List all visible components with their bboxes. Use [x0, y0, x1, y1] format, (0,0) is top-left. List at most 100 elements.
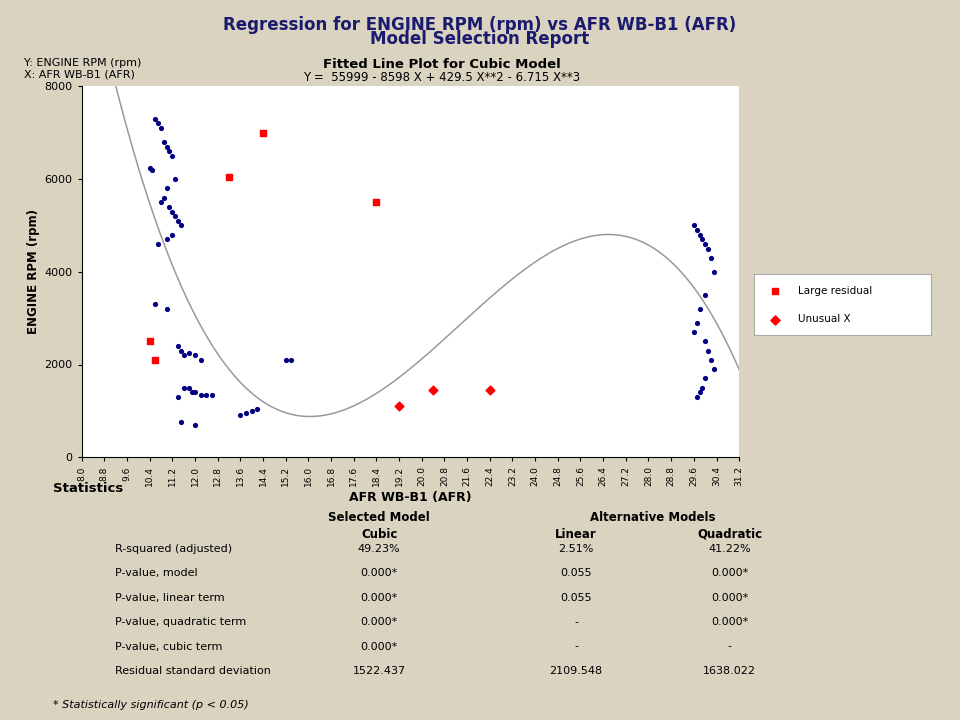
Text: Quadratic: Quadratic: [697, 528, 762, 541]
Point: [706, 364, 721, 375]
Point: [164, 150, 180, 162]
Text: Fitted Line Plot for Cubic Model: Fitted Line Plot for Cubic Model: [323, 58, 561, 71]
Text: 1638.022: 1638.022: [703, 666, 756, 676]
Point: [145, 164, 160, 176]
Point: [181, 347, 197, 359]
Point: [170, 391, 185, 402]
Point: [159, 183, 175, 194]
Point: [255, 127, 271, 138]
Point: [187, 349, 203, 361]
Point: [689, 317, 705, 328]
Point: [692, 303, 708, 315]
Text: 2.51%: 2.51%: [559, 544, 593, 554]
Point: [154, 122, 169, 134]
Point: [151, 238, 166, 250]
Text: Statistics: Statistics: [53, 482, 123, 495]
Point: [222, 171, 237, 183]
Text: -: -: [574, 642, 578, 652]
Text: 0.000*: 0.000*: [711, 593, 748, 603]
Point: [167, 174, 182, 185]
Text: Residual standard deviation: Residual standard deviation: [115, 666, 271, 676]
Point: [698, 289, 713, 301]
Text: Model Selection Report: Model Selection Report: [371, 30, 589, 48]
Text: Regression for ENGINE RPM (rpm) vs AFR WB-B1 (AFR): Regression for ENGINE RPM (rpm) vs AFR W…: [224, 16, 736, 34]
Text: 0.000*: 0.000*: [711, 568, 748, 578]
Point: [167, 210, 182, 222]
Text: 0.055: 0.055: [561, 568, 591, 578]
Point: [164, 206, 180, 217]
Point: [148, 113, 163, 125]
Point: [193, 354, 208, 366]
Text: 0.000*: 0.000*: [361, 568, 397, 578]
Point: [278, 354, 294, 366]
Point: [283, 354, 299, 366]
Point: [232, 410, 248, 421]
Text: Alternative Models: Alternative Models: [590, 511, 715, 524]
Point: [151, 117, 166, 130]
Point: [425, 384, 441, 396]
Point: [142, 162, 157, 174]
Point: [698, 336, 713, 347]
Point: [170, 215, 185, 227]
Point: [176, 382, 191, 393]
Point: [176, 349, 191, 361]
Point: [706, 266, 721, 277]
Text: -: -: [728, 642, 732, 652]
Text: Cubic: Cubic: [361, 528, 397, 541]
Point: [156, 192, 172, 203]
Point: [703, 252, 718, 264]
Point: [184, 387, 200, 398]
Point: [204, 389, 220, 400]
Text: -: -: [574, 617, 578, 627]
Text: 41.22%: 41.22%: [708, 544, 751, 554]
Text: P-value, cubic term: P-value, cubic term: [115, 642, 223, 652]
Point: [250, 402, 265, 414]
Point: [692, 229, 708, 240]
Point: [187, 419, 203, 431]
Point: [159, 233, 175, 245]
Point: [701, 345, 716, 356]
Text: Y: ENGINE RPM (rpm): Y: ENGINE RPM (rpm): [24, 58, 141, 68]
Point: [173, 345, 188, 356]
Text: 1522.437: 1522.437: [352, 666, 406, 676]
Text: * Statistically significant (p < 0.05): * Statistically significant (p < 0.05): [53, 700, 249, 710]
Point: [162, 145, 178, 157]
Point: [159, 141, 175, 153]
Point: [692, 387, 708, 398]
Text: Selected Model: Selected Model: [328, 511, 430, 524]
Point: [701, 243, 716, 254]
Text: R-squared (adjusted): R-squared (adjusted): [115, 544, 232, 554]
Point: [164, 229, 180, 240]
Text: 2109.548: 2109.548: [549, 666, 603, 676]
Text: 0.000*: 0.000*: [711, 617, 748, 627]
Text: 0.055: 0.055: [561, 593, 591, 603]
Text: Unusual X: Unusual X: [798, 315, 851, 325]
X-axis label: AFR WB-B1 (AFR): AFR WB-B1 (AFR): [349, 490, 471, 503]
Text: 49.23%: 49.23%: [358, 544, 400, 554]
Point: [482, 384, 497, 396]
Point: [695, 233, 710, 245]
Point: [689, 391, 705, 402]
Point: [173, 220, 188, 231]
Point: [148, 299, 163, 310]
Point: [173, 417, 188, 428]
Text: P-value, quadratic term: P-value, quadratic term: [115, 617, 247, 627]
Text: 0.000*: 0.000*: [361, 642, 397, 652]
Point: [181, 382, 197, 393]
Text: P-value, model: P-value, model: [115, 568, 198, 578]
Point: [148, 354, 163, 366]
Point: [162, 201, 178, 212]
Text: X: AFR WB-B1 (AFR): X: AFR WB-B1 (AFR): [24, 70, 134, 80]
Point: [369, 197, 384, 208]
Text: 0.000*: 0.000*: [361, 593, 397, 603]
Point: [170, 340, 185, 351]
Point: [238, 408, 253, 419]
Point: [695, 382, 710, 393]
Point: [698, 238, 713, 250]
Point: [392, 400, 407, 412]
Point: [698, 373, 713, 384]
Text: Linear: Linear: [555, 528, 597, 541]
Point: [703, 354, 718, 366]
Point: [244, 405, 259, 417]
Point: [156, 136, 172, 148]
